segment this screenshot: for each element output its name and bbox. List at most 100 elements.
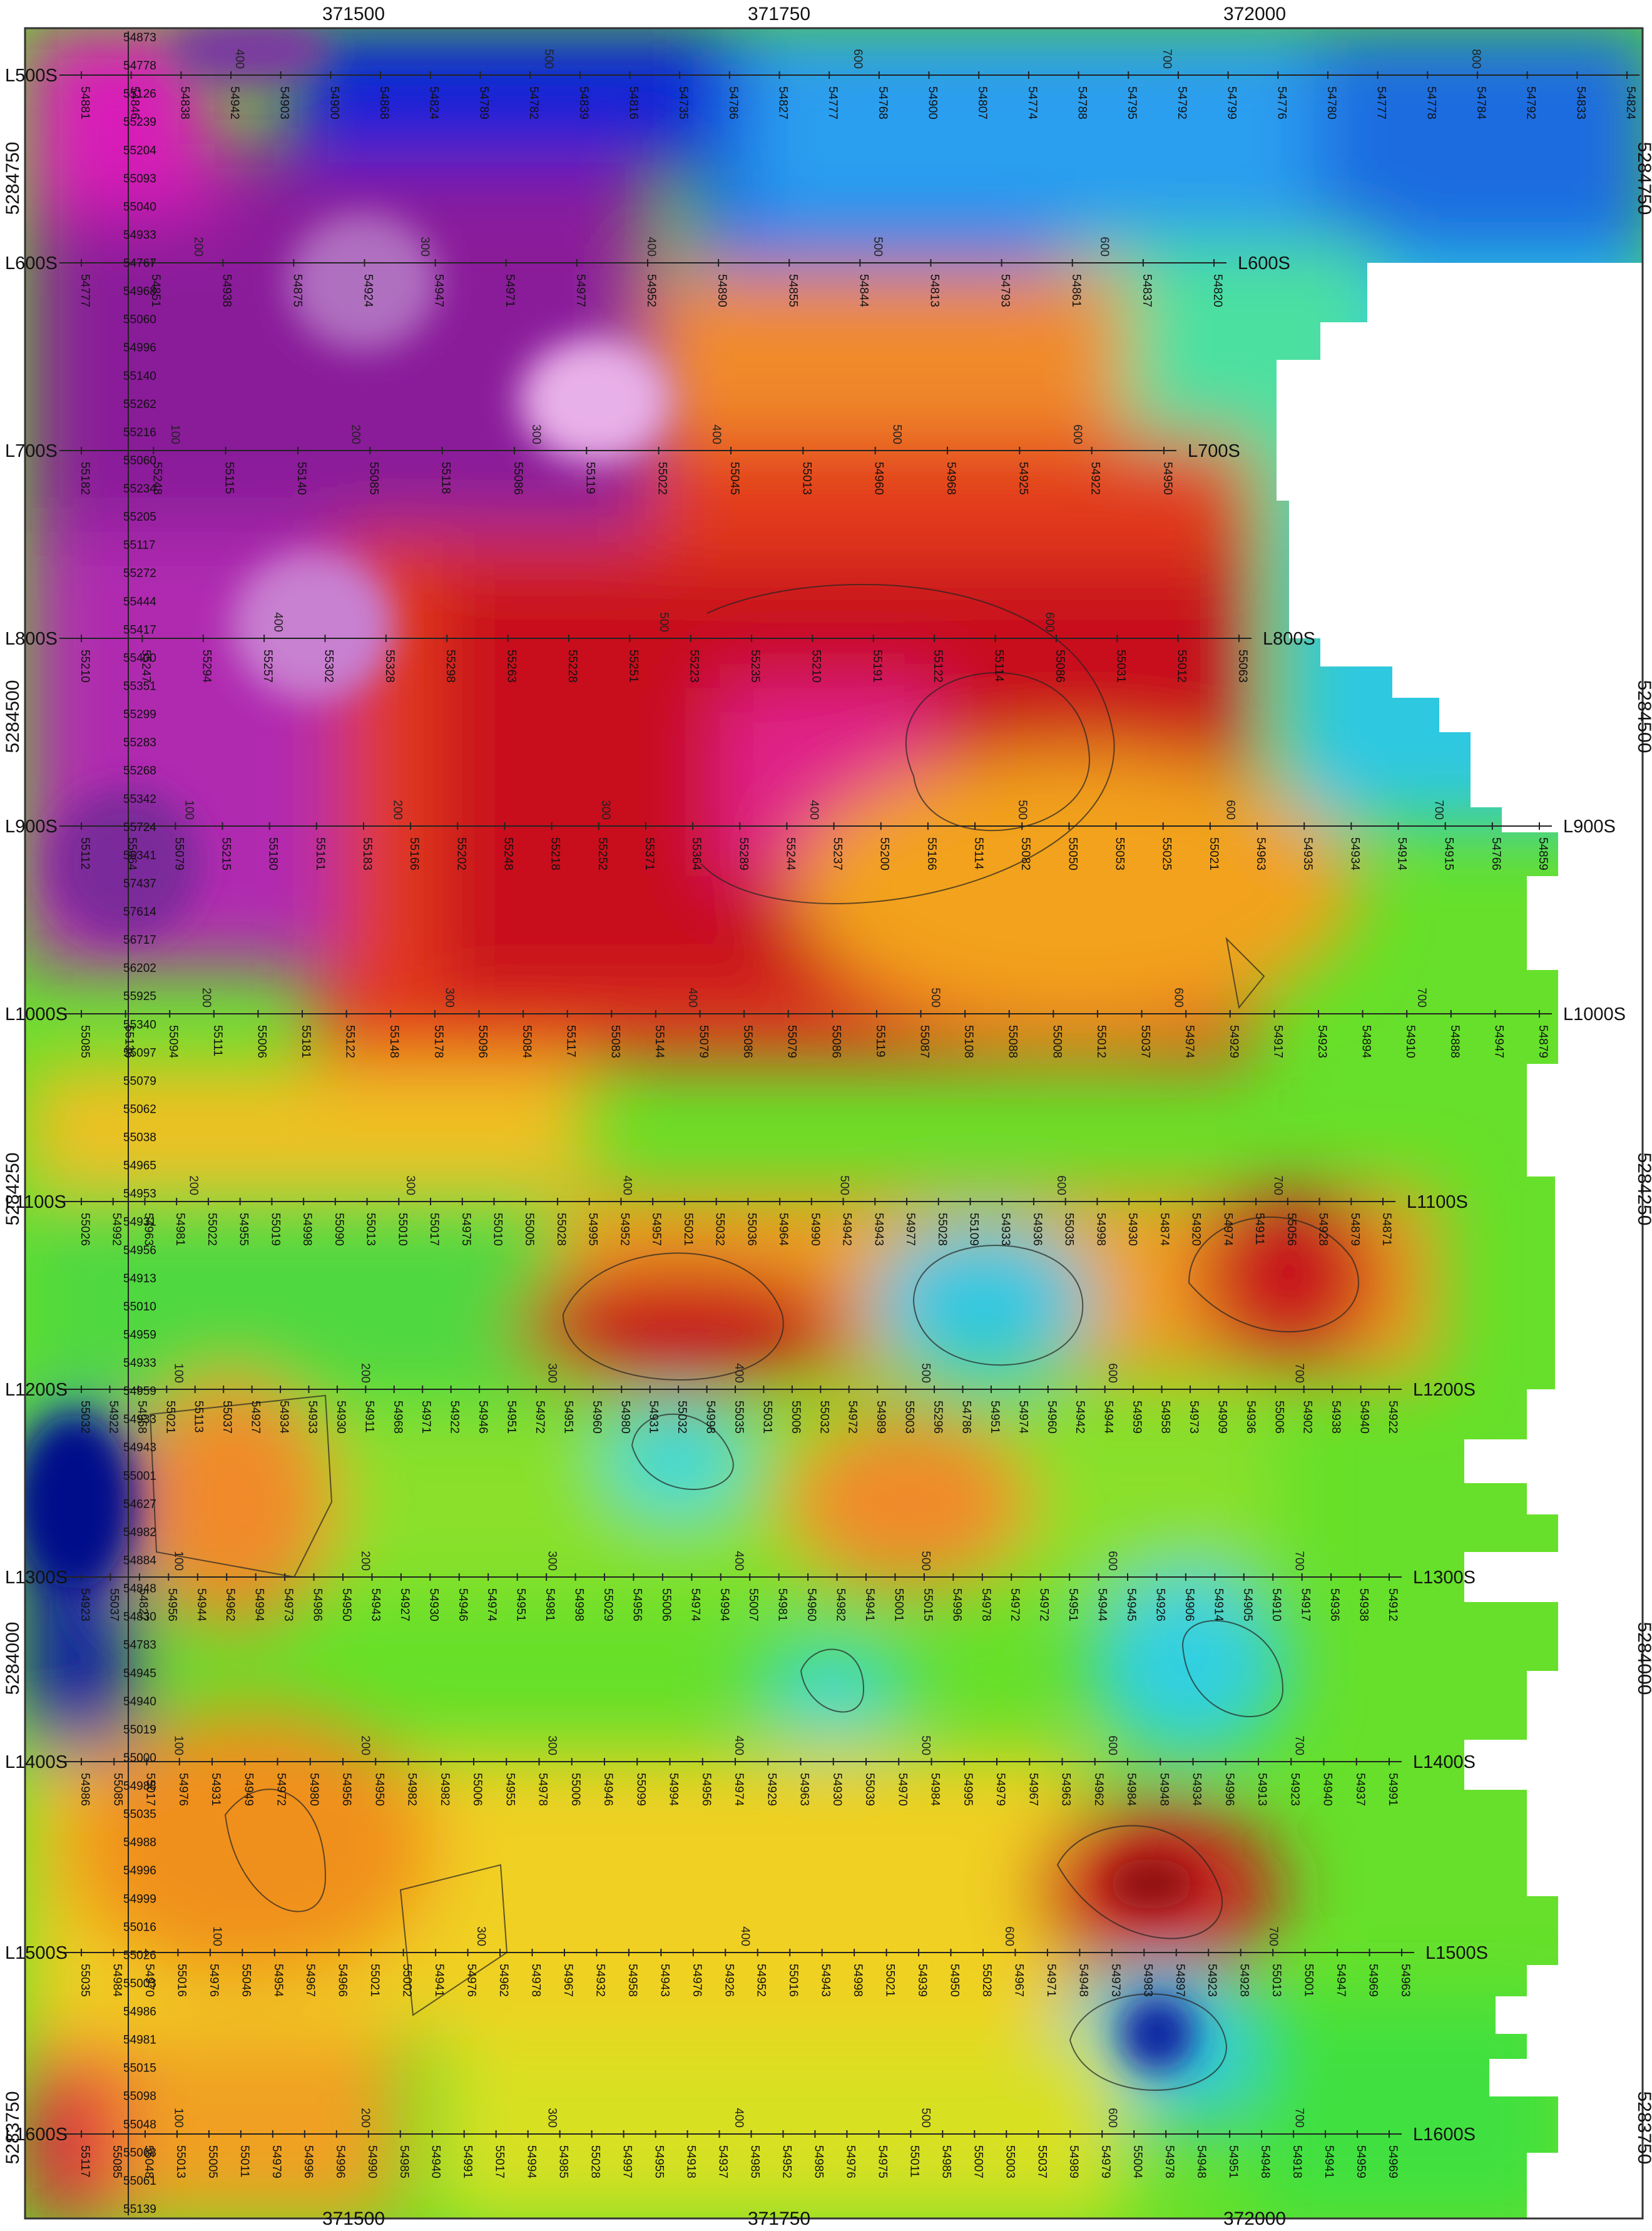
reading-value: 54952 xyxy=(755,1964,768,1997)
tie-line-value: 54959 xyxy=(123,1385,156,1398)
station-label: 400 xyxy=(710,424,723,444)
line-label-right-5: L1000S xyxy=(1563,1004,1626,1024)
reading-value: 54922 xyxy=(106,1401,120,1434)
tie-line-value: 55268 xyxy=(123,765,156,778)
station-label: 600 xyxy=(1054,1175,1068,1195)
reading-value: 54972 xyxy=(533,1401,546,1434)
reading-value: 55235 xyxy=(748,650,762,683)
reading-value: 54942 xyxy=(1073,1401,1086,1434)
reading-value: 55117 xyxy=(78,2145,91,2177)
reading-value: 54972 xyxy=(1008,1588,1021,1621)
reading-value: 54813 xyxy=(928,274,941,307)
reading-value: 55079 xyxy=(172,837,185,870)
reading-value: 54890 xyxy=(715,274,728,307)
reading-value: 54933 xyxy=(999,1213,1012,1246)
station-label: 700 xyxy=(1267,1926,1280,1946)
station-label: 600 xyxy=(1106,1363,1119,1383)
reading-value: 54996 xyxy=(1223,1773,1236,1806)
station-label: 500 xyxy=(890,424,904,444)
station-label: 100 xyxy=(171,1363,185,1383)
reading-value: 55251 xyxy=(626,650,640,683)
reading-value: 55083 xyxy=(608,1025,621,1058)
reading-value: 55045 xyxy=(728,462,741,495)
reading-value: 54943 xyxy=(369,1588,382,1621)
reading-value: 54782 xyxy=(527,86,540,120)
reading-value: 55028 xyxy=(554,1213,568,1246)
tie-line-value: 54945 xyxy=(123,1667,156,1680)
reading-value: 55252 xyxy=(596,837,609,870)
reading-value: 54963 xyxy=(798,1773,811,1806)
reading-value: 54902 xyxy=(1301,1401,1314,1434)
reading-value: 54960 xyxy=(1045,1401,1058,1434)
tie-line-value: 54848 xyxy=(123,1583,156,1596)
tie-line-value: 54996 xyxy=(123,1864,156,1877)
reading-value: 55084 xyxy=(520,1025,533,1058)
reading-value: 54927 xyxy=(249,1401,262,1434)
reading-value: 54950 xyxy=(340,1588,353,1621)
reading-value: 54947 xyxy=(1492,1025,1505,1058)
station-label: 100 xyxy=(171,1551,185,1571)
reading-value: 54967 xyxy=(561,1964,574,1997)
station-label: 600 xyxy=(1043,612,1056,632)
station-label: 400 xyxy=(271,612,284,632)
reading-value: 54786 xyxy=(727,86,740,120)
reading-value: 55114 xyxy=(972,837,985,870)
station-label: 300 xyxy=(443,988,456,1008)
station-label: 700 xyxy=(1293,1551,1306,1571)
reading-value: 54768 xyxy=(876,86,889,120)
reading-value: 54974 xyxy=(485,1588,498,1621)
reading-value: 54978 xyxy=(979,1588,992,1621)
reading-value: 54837 xyxy=(1140,274,1153,307)
reading-value: 54910 xyxy=(1270,1588,1283,1621)
reading-value: 55021 xyxy=(1207,837,1220,870)
reading-value: 54945 xyxy=(1124,1588,1138,1621)
reading-value: 54955 xyxy=(503,1773,516,1806)
reading-value: 54990 xyxy=(365,2145,379,2178)
reading-value: 54963 xyxy=(1254,837,1267,870)
line-label-right-1: L600S xyxy=(1238,253,1290,273)
reading-value: 54931 xyxy=(209,1773,222,1806)
reading-value: 55328 xyxy=(383,650,396,683)
reading-value: 54972 xyxy=(846,1401,859,1434)
station-label: 500 xyxy=(871,237,884,257)
reading-value: 54776 xyxy=(1275,86,1288,120)
reading-value: 54998 xyxy=(1094,1213,1107,1246)
reading-value: 55050 xyxy=(1066,837,1079,870)
reading-value: 54789 xyxy=(477,86,490,120)
reading-value: 54996 xyxy=(334,2145,347,2178)
tie-line-value: 54940 xyxy=(123,1695,156,1708)
reading-value: 54994 xyxy=(667,1773,680,1806)
reading-value: 55119 xyxy=(874,1025,887,1057)
station-label: 400 xyxy=(233,49,246,69)
station-label: 500 xyxy=(657,612,670,632)
reading-value: 54937 xyxy=(1354,1773,1367,1806)
reading-value: 54979 xyxy=(270,2145,283,2178)
reading-value: 55109 xyxy=(967,1213,980,1246)
reading-value: 55096 xyxy=(476,1025,489,1058)
y-tick-right-0: 5284750 xyxy=(1634,142,1652,215)
reading-value: 55031 xyxy=(1114,650,1127,683)
reading-value: 54931 xyxy=(647,1401,660,1434)
reading-value: 54994 xyxy=(253,1588,266,1621)
reading-value: 54911 xyxy=(362,1401,375,1432)
y-tick-right-3: 5284000 xyxy=(1634,1622,1652,1695)
reading-value: 54937 xyxy=(716,2145,730,2178)
reading-value: 54941 xyxy=(1322,2145,1335,2178)
reading-value: 54952 xyxy=(618,1213,631,1246)
reading-value: 54735 xyxy=(676,86,690,120)
reading-value: 54930 xyxy=(1126,1213,1139,1246)
tie-line-value: 55400 xyxy=(123,651,156,665)
reading-value: 55005 xyxy=(206,2145,219,2178)
reading-value: 54969 xyxy=(1386,2145,1399,2178)
reading-value: 55112 xyxy=(78,837,91,869)
tie-line-value: 54783 xyxy=(123,1639,156,1652)
reading-value: 54980 xyxy=(618,1401,631,1434)
reading-value: 55035 xyxy=(78,1964,91,1997)
reading-value: 55001 xyxy=(892,1588,905,1621)
reading-value: 55006 xyxy=(660,1588,673,1621)
reading-value: 55006 xyxy=(569,1773,582,1806)
reading-value: 55031 xyxy=(760,1401,773,1434)
line-label-10: L1500S xyxy=(5,1943,68,1963)
color-surface xyxy=(25,28,1643,2218)
reading-value: 55013 xyxy=(1270,1964,1283,1997)
